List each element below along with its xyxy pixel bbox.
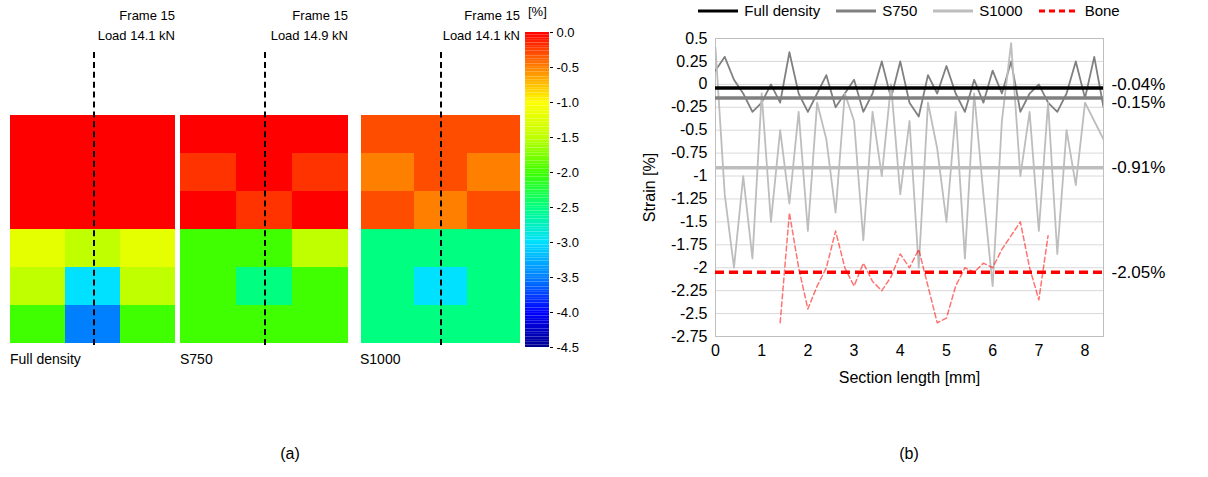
svg-text:0.25: 0.25 [676, 53, 707, 70]
svg-text:-3.5: -3.5 [557, 270, 579, 285]
html-text:Bone: Bone [1084, 2, 1120, 19]
svg-text:-0.04%: -0.04% [1112, 74, 1166, 93]
svg-text:-2.05%: -2.05% [1112, 263, 1166, 282]
svg-text:1: 1 [757, 342, 766, 359]
svg-text:-0.5: -0.5 [557, 60, 579, 75]
html-text:(b): (b) [899, 445, 919, 462]
svg-text:-0.91%: -0.91% [1112, 158, 1166, 177]
html-text:Frame 15: Frame 15 [119, 8, 175, 23]
html-text:S750: S750 [882, 2, 918, 19]
svg-text:0.0: 0.0 [557, 25, 575, 40]
svg-text:7: 7 [1034, 342, 1043, 359]
html-text:(a): (a) [280, 445, 300, 462]
svg-text:0.5: 0.5 [685, 30, 707, 47]
svg-text:-2.5: -2.5 [557, 200, 579, 215]
svg-text:-3.0: -3.0 [557, 235, 579, 250]
svg-text:3: 3 [850, 342, 859, 359]
svg-text:-2.25: -2.25 [671, 282, 708, 299]
svg-text:0: 0 [711, 342, 720, 359]
html-text:Load 14.1 kN: Load 14.1 kN [97, 28, 175, 43]
html-text:Load 14.9 kN: Load 14.9 kN [270, 28, 348, 43]
html-text:Load 14.1 kN: Load 14.1 kN [442, 28, 520, 43]
svg-text:-1.5: -1.5 [557, 130, 579, 145]
svg-text:6: 6 [988, 342, 997, 359]
svg-text:Strain [%]: Strain [%] [641, 153, 658, 222]
svg-text:-0.25: -0.25 [671, 98, 708, 115]
svg-text:-2.75: -2.75 [671, 328, 708, 345]
svg-text:2: 2 [803, 342, 812, 359]
svg-text:-0.5: -0.5 [680, 121, 708, 138]
html-text:S750: S750 [180, 351, 213, 367]
html-text:S1000: S1000 [979, 2, 1023, 19]
svg-text:-1.75: -1.75 [671, 236, 708, 253]
html-text:Frame 15: Frame 15 [464, 8, 520, 23]
svg-text:-0.15%: -0.15% [1112, 92, 1166, 111]
svg-text:4: 4 [896, 342, 905, 359]
svg-text:-1: -1 [693, 167, 707, 184]
svg-text:-1.0: -1.0 [557, 95, 579, 110]
svg-text:-2.0: -2.0 [557, 165, 579, 180]
svg-text:-2.5: -2.5 [680, 305, 708, 322]
html-text:Full density: Full density [744, 2, 821, 19]
svg-text:8: 8 [1081, 342, 1090, 359]
html-text:Full density: Full density [10, 351, 81, 367]
html-text:S1000: S1000 [360, 351, 401, 367]
svg-text:-4.5: -4.5 [557, 340, 579, 355]
svg-text:-4.0: -4.0 [557, 305, 579, 320]
svg-text:Section length [mm]: Section length [mm] [839, 369, 980, 386]
svg-text:5: 5 [942, 342, 951, 359]
svg-text:-1.25: -1.25 [671, 190, 708, 207]
svg-text:0: 0 [699, 75, 708, 92]
svg-text:-2: -2 [693, 259, 707, 276]
html-text:Frame 15: Frame 15 [292, 8, 348, 23]
svg-text:-1.5: -1.5 [680, 213, 708, 230]
svg-text:-0.75: -0.75 [671, 144, 708, 161]
